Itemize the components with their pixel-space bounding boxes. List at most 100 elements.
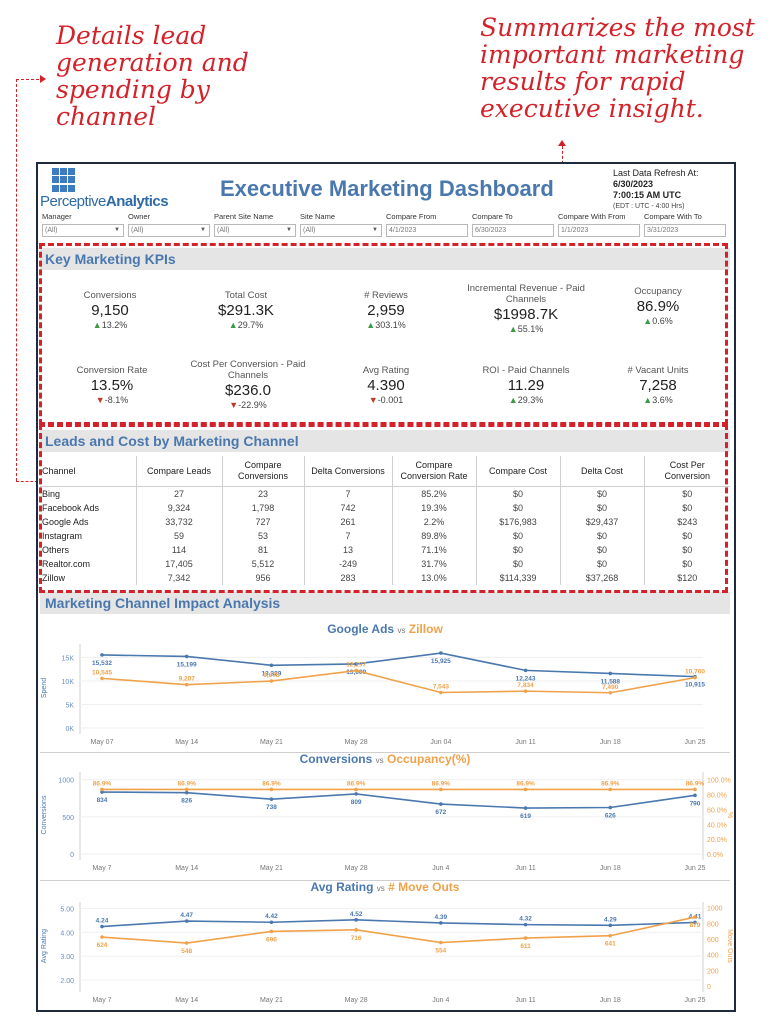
kpi-change: ▲29.3% xyxy=(508,395,544,405)
table-cell: 9,324 xyxy=(136,501,223,515)
avg-rating-vs-move-outs-chart: 2.00 3.00 4.00 5.00 0 200 400 600 800 1000 Avg Rat… xyxy=(41,902,733,1004)
column-header-cost-per-conversion[interactable]: Cost Per Conversion xyxy=(644,456,730,487)
column-header-compare-conversions[interactable]: Compare Conversions xyxy=(222,456,305,487)
compare-with-to-input[interactable]: 3/31/2023 xyxy=(644,224,726,237)
data-point xyxy=(523,668,528,673)
manager-select[interactable]: (All) ▼ xyxy=(42,224,124,237)
x-tick-label: May 14 xyxy=(175,739,198,746)
data-label: 4.24 xyxy=(96,918,109,925)
x-tick-label: Jun 25 xyxy=(684,739,705,746)
data-label: 672 xyxy=(435,809,446,816)
column-header-compare-leads[interactable]: Compare Leads xyxy=(136,456,223,487)
table-cell: $37,268 xyxy=(560,571,645,585)
compare-to-input[interactable]: 6/30/2023 xyxy=(472,224,554,237)
google-ads-vs-zillow-chart: 0K 5K 10K 15K Spend May 07 May 14 May 21 May 28 J… xyxy=(41,644,706,746)
x-tick-label: Jun 18 xyxy=(600,739,621,746)
data-label: 9,975 xyxy=(263,672,280,679)
chevron-down-icon: ▼ xyxy=(114,227,120,233)
kpi-value: 4.390 xyxy=(367,377,405,394)
data-point xyxy=(269,920,274,925)
data-point xyxy=(100,924,104,929)
data-label: 696 xyxy=(266,936,277,943)
data-point xyxy=(693,787,697,792)
table-cell: Realtor.com xyxy=(40,557,137,571)
kpi-incremental-revenue: Incremental Revenue - Paid Channels $199… xyxy=(466,283,586,334)
table-row: Google Ads 33,732 727 261 2.2% $176,983 $29,43… xyxy=(40,515,730,529)
data-label: 879 xyxy=(690,922,701,929)
data-label: 4.32 xyxy=(519,916,532,923)
annotation-left: Details lead generation and spending by … xyxy=(56,21,249,131)
up-triangle-icon: ▲ xyxy=(643,316,653,326)
kpi-section-header: Key Marketing KPIs xyxy=(40,248,730,270)
kpi-value: 7,258 xyxy=(639,377,677,394)
data-point xyxy=(269,787,274,792)
kpi-label: ROI - Paid Channels xyxy=(482,365,570,376)
column-header-compare-conversion-rate[interactable]: Compare Conversion Rate xyxy=(392,456,477,487)
site-name-select[interactable]: (All) ▼ xyxy=(300,224,382,237)
data-point xyxy=(608,690,613,695)
data-point xyxy=(608,923,613,928)
table-cell: 17,405 xyxy=(136,557,223,571)
owner-select[interactable]: (All) ▼ xyxy=(128,224,210,237)
kpi-value: 86.9% xyxy=(636,298,680,315)
x-tick-label: May 21 xyxy=(260,865,283,872)
impact-section-header: Marketing Channel Impact Analysis xyxy=(40,592,730,614)
table-cell: 13.0% xyxy=(392,571,477,585)
column-header-delta-cost[interactable]: Delta Cost xyxy=(560,456,645,487)
data-point xyxy=(269,797,274,801)
compare-from-input[interactable]: 4/1/2023 xyxy=(386,224,468,237)
data-label: 738 xyxy=(266,804,277,811)
up-triangle-icon: ▲ xyxy=(508,395,518,405)
compare-with-from-input[interactable]: 1/1/2023 xyxy=(558,224,640,237)
parent-site-name-select[interactable]: (All) ▼ xyxy=(214,224,296,237)
data-label: 554 xyxy=(435,948,446,955)
kpi-change: ▲303.1% xyxy=(366,320,406,330)
column-header-channel[interactable]: Channel xyxy=(40,456,137,487)
table-cell: $0 xyxy=(476,557,561,571)
data-label: 13,609 xyxy=(346,669,366,676)
table-row: Bing 27 23 7 85.2% $0 $0 $0 xyxy=(40,486,730,501)
y-right-tick-label: 600 xyxy=(707,937,719,944)
column-header-compare-cost[interactable]: Compare Cost xyxy=(476,456,561,487)
annotation-right-arrow xyxy=(558,140,566,146)
data-label: 15,925 xyxy=(431,658,451,665)
data-label: 7,834 xyxy=(517,682,534,689)
chart-divider xyxy=(40,880,730,881)
table-cell: Facebook Ads xyxy=(40,501,137,515)
data-point xyxy=(439,940,443,945)
table-cell: $243 xyxy=(677,517,698,527)
table-cell: 53 xyxy=(222,529,305,543)
kpi-value: 2,959 xyxy=(367,302,405,319)
refresh-timezone: (EDT : UTC - 4:00 Hrs) xyxy=(613,203,685,210)
data-label: 86.9% xyxy=(686,780,705,787)
data-label: 12,197 xyxy=(346,662,366,669)
filter-compare-to: Compare To 6/30/2023 xyxy=(472,212,554,237)
table-cell: -249 xyxy=(304,557,393,571)
table-cell: 727 xyxy=(222,515,305,529)
table-cell: Bing xyxy=(40,486,137,501)
column-header-delta-conversions[interactable]: Delta Conversions xyxy=(304,456,393,487)
x-tick-label: May 14 xyxy=(175,997,198,1004)
data-label: 4.39 xyxy=(435,914,448,921)
kpi-reviews: # Reviews 2,959 ▲303.1% xyxy=(324,290,448,330)
series-line-primary xyxy=(101,652,696,678)
data-label: 13,329 xyxy=(261,670,281,677)
leads-cost-table: Channel Compare Leads Compare Conversion… xyxy=(40,456,730,585)
kpi-roi-paid-channels: ROI - Paid Channels 11.29 ▲29.3% xyxy=(464,365,588,405)
x-tick-label: Jun 4 xyxy=(432,997,449,1004)
table-cell: Google Ads xyxy=(40,515,137,529)
data-point xyxy=(439,690,443,695)
table-cell: $0 xyxy=(476,501,561,515)
y-right-tick-label: 40.0% xyxy=(707,822,727,829)
y-tick-label: 1000 xyxy=(58,778,74,785)
chevron-down-icon: ▼ xyxy=(200,227,206,233)
y-tick-label: 500 xyxy=(62,815,74,822)
y-tick-label: 3.00 xyxy=(60,954,74,961)
table-cell: $0 xyxy=(560,486,645,501)
chart-divider xyxy=(40,752,730,753)
data-label: 548 xyxy=(181,948,192,955)
kpi-label: # Vacant Units xyxy=(627,365,689,376)
data-label: 11,588 xyxy=(601,678,621,685)
logo-grid-icon xyxy=(52,168,76,192)
down-triangle-icon: ▼ xyxy=(95,395,105,405)
